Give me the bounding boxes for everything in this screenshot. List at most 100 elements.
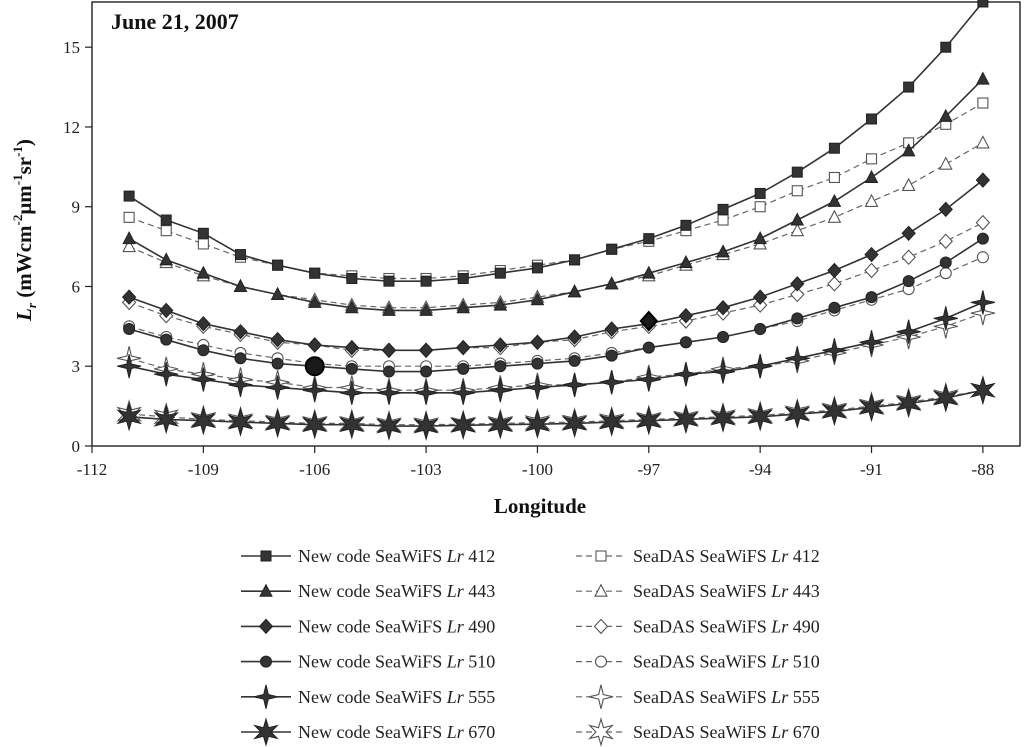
data-point <box>159 302 174 319</box>
data-point <box>413 380 439 405</box>
data-point <box>901 249 916 266</box>
x-tick-label: -97 <box>637 460 660 479</box>
series-line <box>128 312 984 391</box>
data-point <box>154 362 179 387</box>
data-point <box>196 315 211 332</box>
data-point <box>599 370 624 395</box>
data-point <box>420 365 433 378</box>
data-point <box>902 275 915 288</box>
x-tick-label: -103 <box>410 460 441 479</box>
data-point <box>160 225 172 237</box>
data-point <box>383 275 395 287</box>
data-point <box>680 219 692 231</box>
legend-marker <box>259 583 273 597</box>
legend-entry: SeaDAS SeaWiFS Lr 443 <box>576 581 820 601</box>
series-seadas-555 <box>116 300 996 403</box>
data-point <box>827 193 842 207</box>
data-point <box>865 291 878 304</box>
data-point <box>420 275 432 287</box>
data-point <box>568 354 581 367</box>
series-seadas-490 <box>121 214 991 359</box>
series-new-490 <box>121 172 991 359</box>
data-point <box>530 334 545 351</box>
data-point <box>419 302 433 316</box>
data-point <box>785 346 810 371</box>
data-point <box>457 362 470 375</box>
legend-entry: New code SeaWiFS Lr 510 <box>241 652 495 672</box>
data-point <box>418 342 434 359</box>
y-tick-label: 3 <box>72 357 81 376</box>
data-point <box>970 290 996 315</box>
data-point <box>901 177 916 191</box>
data-point <box>494 267 506 279</box>
data-point <box>747 402 773 432</box>
data-point <box>197 227 209 239</box>
data-point <box>525 375 550 400</box>
x-tick-label: -109 <box>188 460 219 479</box>
data-point <box>717 203 729 215</box>
data-point <box>598 407 625 437</box>
data-point <box>451 380 476 405</box>
data-point <box>791 312 804 325</box>
legend-entry: New code SeaWiFS Lr 490 <box>241 616 495 636</box>
data-point <box>382 365 395 378</box>
legend-entry: New code SeaWiFS Lr 555 <box>241 684 495 709</box>
data-point <box>754 323 767 336</box>
data-point <box>524 409 551 440</box>
data-point <box>643 233 655 245</box>
data-point <box>197 344 210 357</box>
data-point <box>160 214 172 226</box>
data-point <box>901 143 916 157</box>
data-point <box>940 41 952 53</box>
data-point <box>865 153 878 165</box>
data-point <box>976 71 990 85</box>
data-point <box>828 142 840 154</box>
data-point <box>487 409 514 440</box>
data-point <box>227 407 254 437</box>
y-tick-label: 6 <box>72 277 81 296</box>
data-point <box>604 321 619 337</box>
legend-marker <box>253 717 279 747</box>
legend-label: SeaDAS SeaWiFS Lr 443 <box>633 581 820 601</box>
x-tick-label: -106 <box>299 460 330 479</box>
data-point <box>866 113 878 125</box>
data-point <box>678 307 694 324</box>
legend-marker <box>594 655 608 668</box>
legend-marker <box>587 717 615 747</box>
data-point <box>264 408 291 439</box>
data-point <box>753 231 767 245</box>
data-point <box>271 357 284 370</box>
data-point <box>562 372 587 398</box>
data-point <box>569 254 581 266</box>
x-tick-label: -94 <box>749 460 772 479</box>
data-point <box>493 297 508 311</box>
data-point <box>864 262 879 279</box>
data-point <box>197 238 209 250</box>
data-point <box>896 319 921 344</box>
data-point <box>864 246 879 263</box>
legend-entry: SeaDAS SeaWiFS Lr 555 <box>576 684 820 709</box>
chart-title: June 21, 2007 <box>111 9 239 34</box>
legend-label: New code SeaWiFS Lr 490 <box>298 616 495 636</box>
data-point <box>307 294 322 308</box>
data-point <box>679 254 693 269</box>
data-point <box>754 187 766 199</box>
legend-label: SeaDAS SeaWiFS Lr 510 <box>633 652 820 672</box>
data-point <box>450 410 477 441</box>
data-point <box>673 404 699 435</box>
data-point <box>116 402 142 432</box>
data-point <box>456 339 471 356</box>
data-point <box>228 372 253 398</box>
data-point <box>376 380 402 405</box>
series-line <box>128 222 984 351</box>
data-point <box>604 276 619 290</box>
data-point <box>494 360 507 373</box>
data-point <box>530 292 545 306</box>
data-point <box>309 267 321 279</box>
series-new-670 <box>116 375 996 441</box>
data-point <box>382 302 396 316</box>
data-point <box>159 252 174 266</box>
data-point <box>895 388 922 419</box>
data-point <box>932 383 959 413</box>
data-point <box>190 405 217 436</box>
